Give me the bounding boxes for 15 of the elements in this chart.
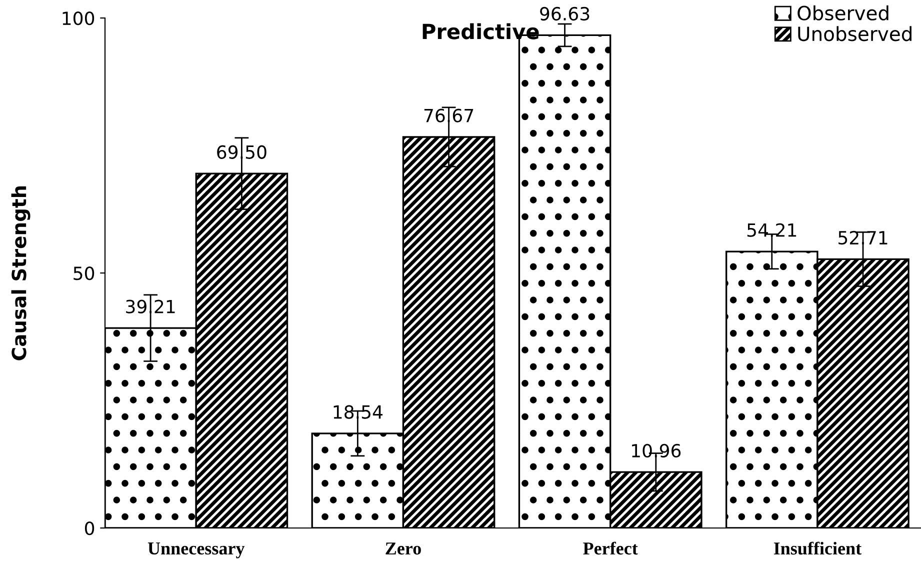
x-tick-label: Perfect (583, 542, 638, 555)
y-axis-title: Causal Strength (11, 186, 30, 360)
legend-label: Observed (798, 5, 888, 20)
chart-title: Predictive (422, 23, 539, 40)
x-tick-label: Unnecessary (148, 542, 245, 558)
x-tick-label: Insufficient (774, 542, 862, 555)
x-tick-label: Zero (386, 542, 421, 555)
data-label: 54.21 (747, 223, 796, 237)
y-tick-label: 50 (74, 266, 94, 280)
legend-label: Unobserved (798, 26, 912, 42)
y-tick-label: 0 (84, 521, 94, 536)
data-label: 18.54 (334, 405, 382, 419)
data-label: 10.96 (632, 444, 681, 458)
data-label: 96.63 (540, 6, 590, 21)
y-tick-label: 100 (62, 11, 94, 26)
